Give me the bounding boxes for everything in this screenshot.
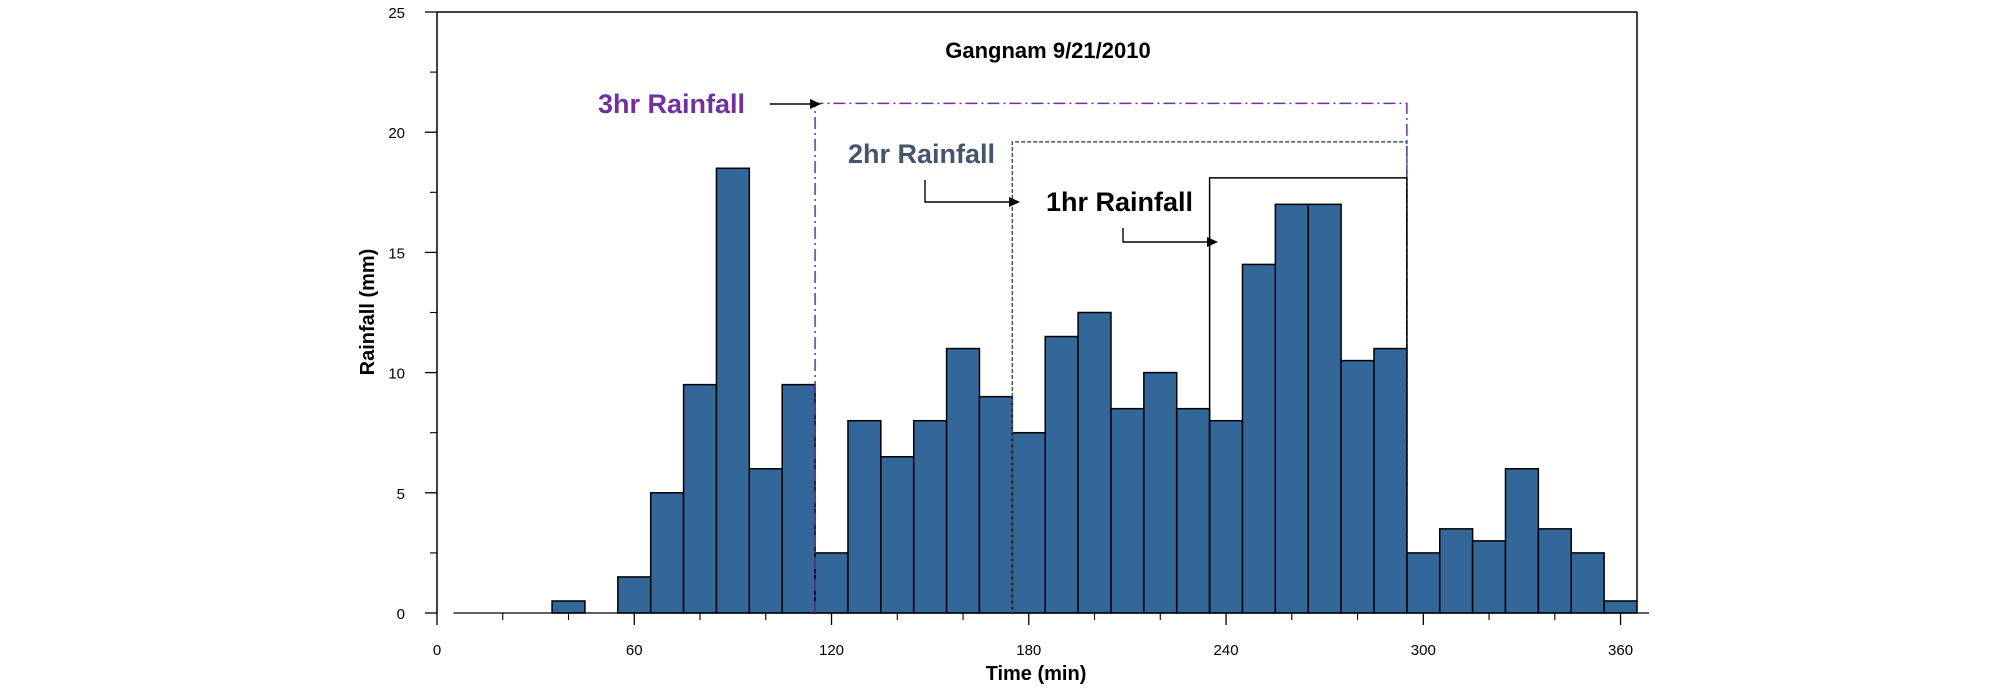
annotations-group: 3hr Rainfall 2hr Rainfall 1hr Rainfall: [598, 89, 1408, 613]
bar: [649, 492, 685, 614]
bar: [617, 576, 652, 614]
y-tick-label: 15: [388, 245, 405, 262]
bar: [1438, 528, 1474, 614]
bar: [1570, 552, 1605, 614]
bar: [1274, 203, 1309, 614]
bar: [1044, 335, 1079, 614]
bar: [748, 468, 783, 614]
bar: [814, 552, 849, 614]
bar: [1143, 371, 1178, 614]
x-tick-label: 240: [1214, 642, 1239, 659]
bar: [551, 600, 586, 614]
bar: [781, 383, 816, 614]
bar: [1011, 431, 1046, 614]
bar: [880, 455, 915, 614]
bar: [1471, 540, 1507, 614]
annotation-box: [1208, 177, 1408, 613]
bar: [1175, 407, 1211, 614]
axes-group: 0 5 10 15 20 25 0 60 120 180 240 300 360: [388, 5, 1633, 659]
y-tick-label: 25: [388, 5, 405, 22]
bar: [1241, 263, 1277, 614]
bar: [1406, 552, 1441, 614]
y-tick-label: 0: [397, 606, 405, 623]
bar: [1504, 468, 1540, 614]
bar: [978, 395, 1014, 614]
x-tick-label: 300: [1411, 642, 1436, 659]
annotation-label: 1hr Rainfall: [1046, 187, 1193, 217]
bar: [715, 167, 751, 614]
bar: [1110, 407, 1145, 614]
bar: [1307, 203, 1342, 614]
bar: [682, 383, 718, 614]
x-tick-label: 180: [1016, 642, 1041, 659]
arrowhead-icon: [810, 99, 821, 109]
annotation-arrow: [924, 180, 1010, 203]
annotation-label: 3hr Rainfall: [598, 89, 745, 119]
y-tick-label: 5: [397, 486, 405, 503]
plot-frame: [436, 11, 1649, 614]
x-axis-label: Time (min): [986, 663, 1087, 685]
y-tick-label: 20: [388, 125, 405, 142]
x-tick-label: 120: [819, 642, 844, 659]
x-tick-label: 60: [626, 642, 643, 659]
bars-group: [551, 167, 1638, 614]
x-tick-label: 360: [1608, 642, 1633, 659]
bar: [1208, 419, 1244, 614]
bar: [1340, 359, 1375, 614]
x-tick-label: 0: [433, 642, 441, 659]
arrowhead-icon: [1009, 197, 1020, 207]
chart-title: Gangnam 9/21/2010: [945, 38, 1150, 63]
bar: [1373, 347, 1408, 614]
annotation-label: 2hr Rainfall: [848, 139, 995, 169]
y-tick-label: 10: [388, 366, 405, 383]
bar: [1077, 311, 1112, 614]
bar: [1603, 600, 1638, 614]
bar: [1537, 528, 1572, 614]
y-axis-label: Rainfall (mm): [357, 249, 379, 376]
bar: [912, 419, 948, 614]
bar: [945, 347, 981, 614]
annotation-arrow: [1122, 228, 1208, 243]
bar: [847, 419, 882, 614]
arrowhead-icon: [1207, 237, 1218, 247]
